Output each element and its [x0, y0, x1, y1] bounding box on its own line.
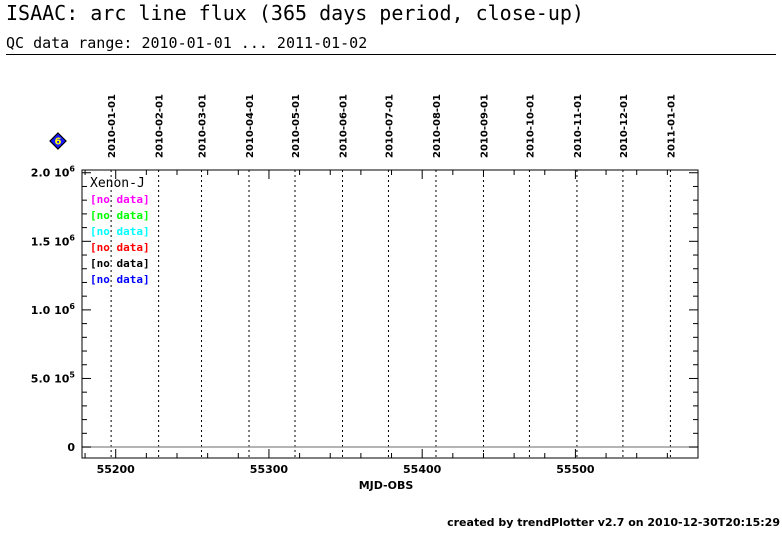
- title-divider: [6, 54, 776, 55]
- footer-credit: created by trendPlotter v2.7 on 2010-12-…: [447, 516, 780, 529]
- y-tick-label: 1.5 106: [31, 233, 76, 248]
- date-marker-label: 2011-01-01: [666, 94, 677, 158]
- x-tick-label: 55200: [97, 463, 136, 476]
- legend-entry: [no data]: [90, 241, 150, 254]
- date-marker-label: 2010-05-01: [291, 94, 302, 158]
- x-tick-label: 55400: [403, 463, 442, 476]
- date-marker-label: 2010-07-01: [384, 94, 395, 158]
- legend-entry: [no data]: [90, 273, 150, 286]
- date-marker-label: 2010-02-01: [155, 94, 166, 158]
- x-axis-ticks: 55200 55300 55400 55500: [84, 170, 699, 476]
- legend-entry: [no data]: [90, 225, 150, 238]
- badge-label: 6: [55, 137, 62, 148]
- date-marker-label: 2010-08-01: [432, 94, 443, 158]
- date-marker-labels: 2010-01-01 2010-02-01 2010-03-01 2010-04-01…: [107, 94, 677, 158]
- legend-entry: [no data]: [90, 209, 150, 222]
- date-marker-label: 2010-12-01: [619, 94, 630, 158]
- date-marker-label: 2010-10-01: [525, 94, 536, 158]
- badge-diamond: [49, 132, 67, 150]
- date-marker-label: 2010-06-01: [338, 94, 349, 158]
- legend: Xenon-J [no data] [no data] [no data] [no da…: [90, 176, 150, 286]
- y-tick-label: 1.0 106: [31, 302, 76, 317]
- y-axis-ticks: 0 5.0 105 1.0 106 1.5 106 2.0 106: [31, 165, 698, 454]
- y-tick-label: 0: [67, 441, 75, 454]
- x-tick-label: 55300: [250, 463, 289, 476]
- date-marker-label: 2010-01-01: [107, 94, 118, 158]
- date-marker-label: 2010-09-01: [479, 94, 490, 158]
- plot-frame: [81, 169, 699, 459]
- date-marker-lines: [110, 170, 671, 458]
- legend-entry: [no data]: [90, 257, 150, 270]
- date-marker-label: 2010-11-01: [573, 94, 584, 158]
- date-marker-label: 2010-03-01: [198, 94, 209, 158]
- date-marker-label: 2010-04-01: [245, 94, 256, 158]
- y-tick-label: 5.0 105: [31, 370, 76, 385]
- legend-entry: [no data]: [90, 193, 150, 206]
- y-tick-label: 2.0 106: [31, 165, 76, 180]
- chart-title: ISAAC: arc line flux (365 days period, c…: [6, 1, 584, 25]
- qc-data-range: QC data range: 2010-01-01 ... 2011-01-02: [6, 34, 368, 52]
- x-axis-label: MJD-OBS: [359, 479, 414, 492]
- x-tick-label: 55500: [556, 463, 595, 476]
- blue-diamond-icon: 6: [49, 132, 67, 150]
- legend-title: Xenon-J: [90, 176, 145, 191]
